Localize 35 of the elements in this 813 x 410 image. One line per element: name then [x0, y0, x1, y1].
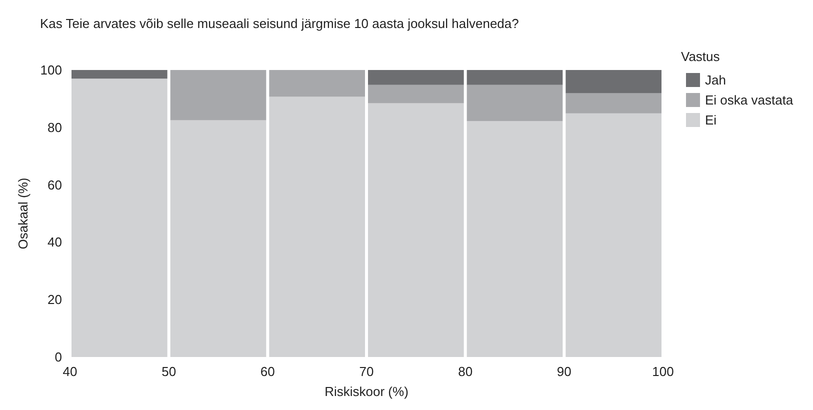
- y-tick-label: 100: [40, 62, 62, 78]
- x-tick-label: 70: [359, 364, 374, 379]
- x-tick-label: 60: [260, 364, 275, 379]
- bar: [269, 96, 365, 357]
- chart-title: Kas Teie arvates võib selle museaali seisund järgmise 10 aasta jooksul halveneda?: [40, 16, 519, 31]
- x-tick-label: 50: [162, 364, 176, 379]
- bar: [466, 70, 563, 85]
- y-tick-label: 80: [48, 120, 62, 135]
- legend-label: Ei oska vastata: [705, 92, 794, 108]
- bar: [566, 113, 662, 357]
- bar: [368, 84, 464, 104]
- y-axis-title: Osakaal (%): [15, 178, 30, 250]
- bar: [269, 70, 365, 97]
- bar: [566, 70, 662, 94]
- y-tick-label: 60: [48, 177, 62, 192]
- y-tick-label: 0: [54, 350, 62, 364]
- x-tick-label: 40: [62, 364, 78, 379]
- bar: [466, 121, 563, 357]
- bar: [72, 78, 168, 357]
- x-tick-label: 90: [556, 364, 572, 379]
- legend-label: Jah: [705, 72, 726, 88]
- bar: [566, 93, 662, 114]
- bar: [170, 120, 266, 357]
- legend-label: Ei: [705, 112, 717, 128]
- x-tick-label: 100: [652, 364, 674, 379]
- y-tick-label: 40: [48, 234, 62, 250]
- bar: [466, 84, 563, 122]
- x-tick-label: 80: [458, 364, 473, 379]
- x-axis-title: Riskiskoor (%): [324, 384, 408, 399]
- bar: [72, 70, 168, 79]
- bar: [368, 103, 464, 357]
- bar: [170, 70, 266, 120]
- bar: [368, 70, 464, 85]
- y-tick-label: 20: [48, 292, 62, 308]
- legend-title: Vastus: [681, 49, 720, 64]
